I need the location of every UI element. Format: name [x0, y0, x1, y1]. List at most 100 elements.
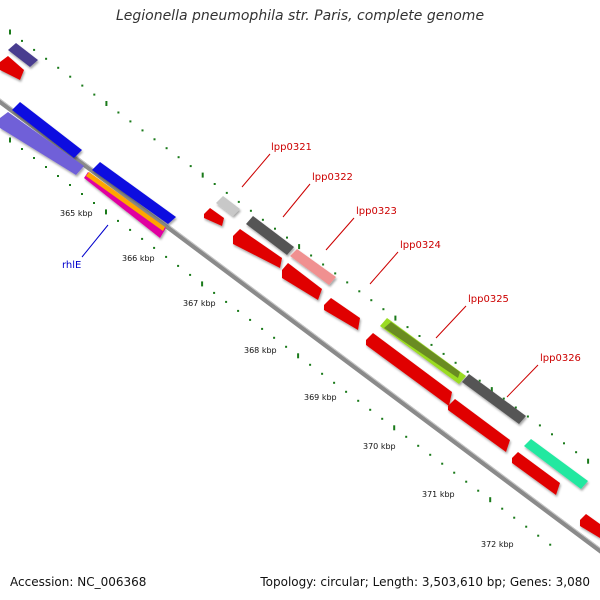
- accession-text: Accession: NC_006368: [10, 575, 147, 589]
- tick-dot: [213, 291, 216, 294]
- gene-bar[interactable]: [462, 374, 526, 424]
- tick-dot: [165, 255, 168, 258]
- gene-arrow[interactable]: [580, 514, 600, 538]
- tick-dot: [513, 516, 516, 519]
- tick-dot: [261, 218, 264, 221]
- tick-dot: [514, 406, 517, 409]
- tick-dot: [430, 343, 433, 346]
- tick-dot: [141, 237, 144, 240]
- tick-dot: [45, 57, 48, 60]
- gene-label-lpp0326: lpp0326: [540, 353, 581, 364]
- tick-dot: [237, 200, 240, 203]
- tick-dot: [189, 273, 192, 276]
- tick-dot: [526, 415, 529, 418]
- tick-dot: [105, 101, 108, 106]
- gene-arrow[interactable]: [324, 298, 360, 330]
- gene-label-lpp0321: lpp0321: [271, 142, 312, 153]
- tick-dot: [346, 281, 349, 284]
- tick-dot: [225, 300, 228, 303]
- tick-dot: [117, 219, 119, 222]
- gene-bar[interactable]: [92, 162, 176, 224]
- tick-dot: [177, 156, 180, 159]
- tick-dot: [501, 507, 504, 510]
- tick-dot: [454, 361, 457, 364]
- gene-bar[interactable]: [216, 196, 240, 216]
- gene-bar[interactable]: [246, 216, 294, 255]
- tick-dot: [57, 175, 59, 177]
- tick-label: 368 kbp: [244, 346, 277, 355]
- gene-arrow[interactable]: [282, 263, 322, 300]
- tick-dot: [551, 433, 553, 436]
- tick-dot: [45, 166, 47, 168]
- gene-bar[interactable]: [8, 43, 38, 67]
- tick-dot: [381, 417, 384, 420]
- tick-dot: [105, 209, 107, 215]
- tick-dot: [237, 309, 240, 312]
- gene-bar[interactable]: [384, 322, 460, 378]
- tick-dot: [165, 147, 168, 150]
- tick-dot: [549, 543, 552, 546]
- tick-dot: [502, 397, 505, 400]
- tick-dot: [177, 264, 180, 267]
- tick-dot: [9, 29, 11, 35]
- gene-arrow[interactable]: [448, 399, 510, 452]
- tick-label: 369 kbp: [304, 393, 337, 402]
- tick-dot: [441, 462, 444, 465]
- gene-bar[interactable]: [290, 249, 336, 285]
- tick-dot: [309, 363, 312, 366]
- tick-label: 370 kbp: [363, 442, 396, 451]
- tick-dot: [69, 184, 71, 186]
- tick-dot: [298, 244, 301, 250]
- tick-dot: [21, 148, 23, 150]
- tick-dot: [297, 353, 300, 359]
- gene-label-rhle: rhlE: [62, 260, 81, 271]
- tick-label: 372 kbp: [481, 540, 514, 549]
- gene-arrow[interactable]: [512, 452, 560, 495]
- gene-label-lpp0323: lpp0323: [356, 206, 397, 217]
- tick-dot: [417, 444, 420, 447]
- tick-dot: [345, 390, 348, 393]
- gene-arrow[interactable]: [233, 229, 282, 268]
- tick-dot: [418, 335, 421, 337]
- tick-dot: [333, 381, 336, 384]
- tick-dot: [442, 352, 445, 355]
- tick-dot: [129, 120, 132, 123]
- gene-arrow[interactable]: [204, 208, 224, 226]
- tick-dot: [153, 138, 156, 141]
- tick-dot: [310, 254, 313, 257]
- tick-dot: [33, 157, 35, 159]
- tick-dot: [225, 191, 228, 194]
- tick-dot: [93, 202, 95, 204]
- tick-dot: [393, 425, 396, 431]
- tick-dot: [81, 84, 84, 87]
- tick-dot: [93, 93, 96, 96]
- tick-dot: [249, 209, 252, 212]
- tick-dot: [369, 408, 372, 411]
- tick-dot: [57, 66, 60, 69]
- gene-bar[interactable]: [12, 102, 82, 158]
- tick-dot: [69, 75, 72, 78]
- gene-arrow[interactable]: [0, 56, 24, 80]
- tick-dot: [213, 183, 216, 185]
- tick-label: 367 kbp: [183, 299, 216, 308]
- tick-dot: [286, 236, 288, 239]
- tick-dot: [322, 263, 325, 266]
- gene-label-lpp0325: lpp0325: [468, 294, 509, 305]
- gene-bar[interactable]: [524, 439, 588, 489]
- tick-label: 365 kbp: [60, 209, 93, 218]
- tick-dot: [249, 318, 252, 321]
- tick-dot: [358, 290, 361, 293]
- tick-dot: [587, 458, 590, 464]
- tick-dot: [129, 228, 132, 231]
- gene-arrow[interactable]: [366, 333, 452, 406]
- tick-dot: [490, 387, 493, 393]
- genome-backbone: [0, 98, 600, 554]
- gene-arrow[interactable]: [0, 112, 84, 175]
- tick-dot: [334, 272, 337, 275]
- tick-dot: [429, 453, 432, 456]
- map-title: Legionella pneumophila str. Paris, compl…: [115, 8, 485, 24]
- tick-dot: [394, 315, 397, 321]
- tick-dot: [273, 336, 276, 339]
- tick-dot: [465, 480, 468, 483]
